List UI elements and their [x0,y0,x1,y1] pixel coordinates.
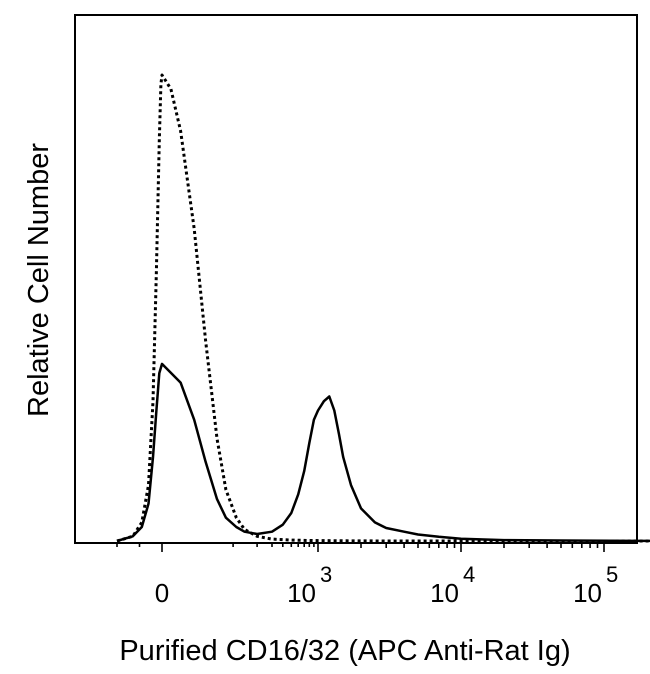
y-axis-title: Relative Cell Number [23,143,55,417]
x-tick-label-exponent: 5 [606,562,618,587]
series-layer [116,73,650,543]
x-tick-label-base: 10 [287,578,316,608]
x-tick-label-base: 10 [573,578,602,608]
plot-frame [74,14,638,544]
x-tick-label: 103 [287,562,332,608]
x-tick-label-base: 10 [430,578,459,608]
x-tick-label: 105 [573,562,618,608]
series-dotted-line [116,73,650,543]
x-tick-label: 104 [430,562,475,608]
x-tick-label: 0 [155,578,169,608]
x-axis-ticks [116,543,605,552]
x-tick-label-exponent: 4 [463,562,475,587]
x-tick-label-base: 0 [155,578,169,608]
x-axis-title: Purified CD16/32 (APC Anti-Rat Ig) [119,635,570,667]
series-solid-line [116,362,650,543]
x-tick-label-exponent: 3 [320,562,332,587]
